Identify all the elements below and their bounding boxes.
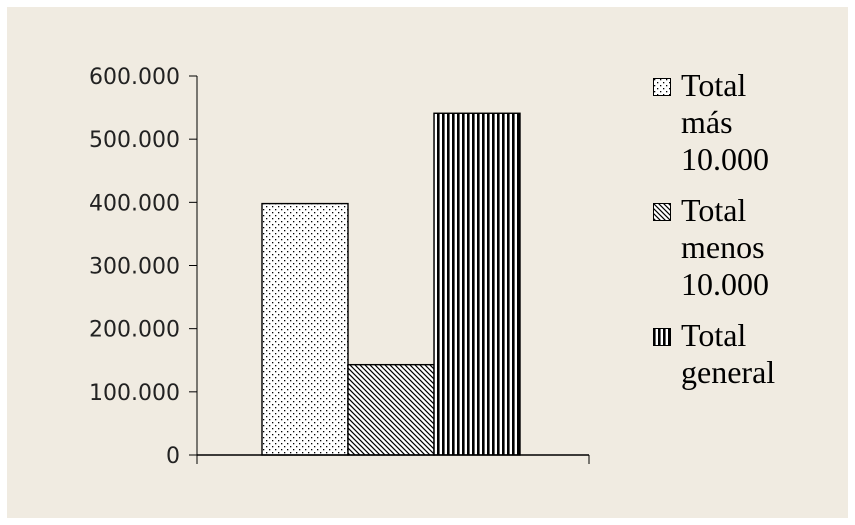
y-tick-label: 500.000 [89,128,180,153]
y-tick-label: 600.000 [89,65,180,90]
legend-swatch-dots [653,78,671,96]
legend-item-total-mas-10000: Total más 10.000 [641,67,841,178]
legend-label: Total general [681,317,776,390]
legend-swatch-diagonal [653,203,671,221]
legend-item-total-menos-10000: Total menos 10.000 [641,192,841,303]
legend-swatch-vertical [653,328,671,346]
bar-3 [433,112,521,456]
y-tick-label: 400.000 [89,191,180,216]
chart-area: 0 100.000 200.000 300.000 400.000 500.000 600.… [7,7,848,518]
legend-label: Total menos 10.000 [681,192,769,302]
legend-label: Total más 10.000 [681,67,769,177]
y-tick-label: 300.000 [89,255,180,280]
y-tick-label: 0 [166,444,180,469]
bar-1 [261,202,349,456]
legend: Total más 10.000 Total menos 10.000 Tota… [641,67,841,391]
y-tick-label: 100.000 [89,381,180,406]
y-tick-label: 200.000 [89,318,180,343]
bar-chart: 0 100.000 200.000 300.000 400.000 500.000 600.… [89,65,590,469]
legend-item-total-general: Total general [641,317,841,391]
bar-2 [347,363,435,456]
